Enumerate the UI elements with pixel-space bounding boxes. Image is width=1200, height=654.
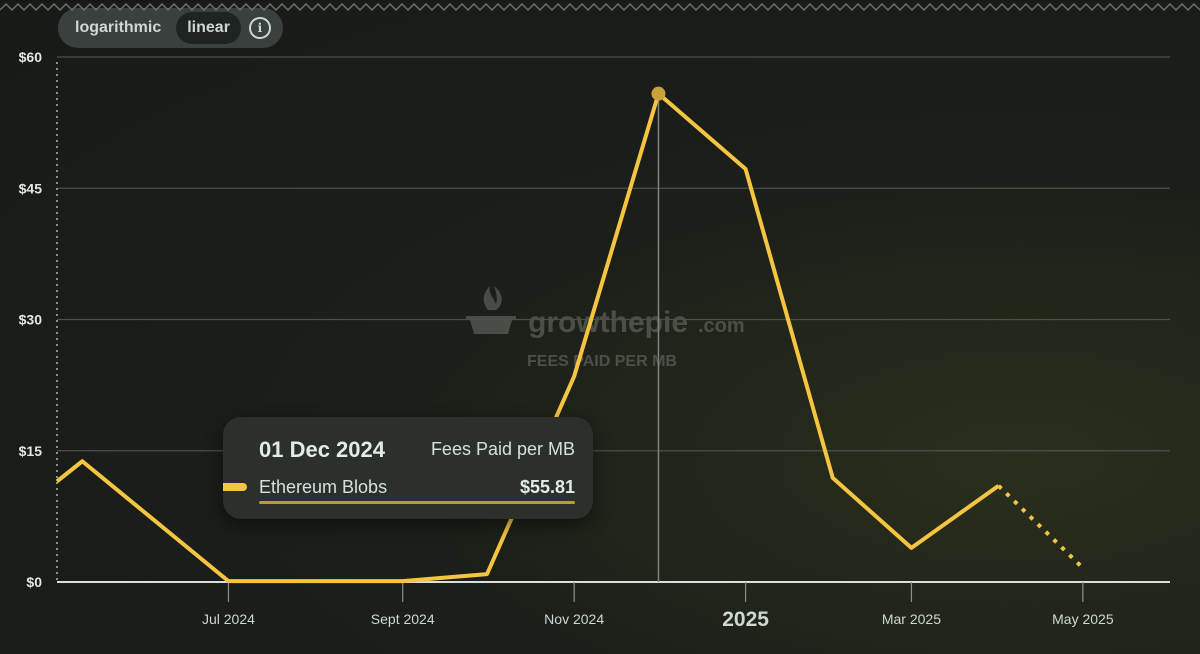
tooltip: 01 Dec 2024 Fees Paid per MB Ethereum Bl…: [223, 417, 593, 519]
linear-option[interactable]: linear: [176, 12, 241, 44]
scale-toggle: logarithmic linear i: [58, 8, 283, 48]
y-axis: $0 $15 $30 $45 $60: [19, 49, 43, 590]
watermark-subtitle: FEES PAID PER MB: [527, 353, 677, 370]
pie-logo-icon: [466, 286, 516, 334]
x-tick-label: Nov 2024: [544, 611, 604, 627]
tooltip-series-swatch: [223, 483, 247, 491]
x-tick-label: 2025: [722, 608, 769, 631]
watermark-domain: .com: [698, 315, 745, 337]
tooltip-value-bar: [259, 501, 575, 504]
watermark-brand: growthepie: [528, 306, 688, 339]
x-tick-label: Sept 2024: [371, 611, 435, 627]
y-tick-label: $15: [19, 443, 43, 459]
y-tick-label: $60: [19, 49, 43, 65]
x-axis: Jul 2024 Sept 2024 Nov 2024 2025 Mar 2025 May…: [202, 582, 1114, 631]
x-tick-label: Jul 2024: [202, 611, 255, 627]
y-tick-label: $0: [26, 574, 42, 590]
ethereum-blobs-projection: [997, 484, 1085, 570]
info-icon[interactable]: i: [248, 17, 271, 39]
x-tick-label: Mar 2025: [882, 611, 941, 627]
tooltip-series-name: Ethereum Blobs: [259, 477, 388, 497]
top-zigzag-border: [0, 2, 1200, 12]
x-tick-label: May 2025: [1052, 611, 1114, 627]
tooltip-value: $55.81: [519, 477, 575, 497]
y-tick-label: $30: [19, 312, 43, 328]
tooltip-metric: Fees Paid per MB: [430, 439, 575, 459]
y-tick-label: $45: [19, 180, 43, 196]
ethereum-blobs-line: [55, 91, 1000, 584]
logarithmic-option[interactable]: logarithmic: [75, 19, 162, 36]
watermark: growthepie .com FEES PAID PER MB: [466, 286, 745, 370]
hover-point[interactable]: [651, 86, 666, 101]
zigzag-line: [0, 2, 1200, 12]
tooltip-date: 01 Dec 2024: [259, 437, 385, 462]
